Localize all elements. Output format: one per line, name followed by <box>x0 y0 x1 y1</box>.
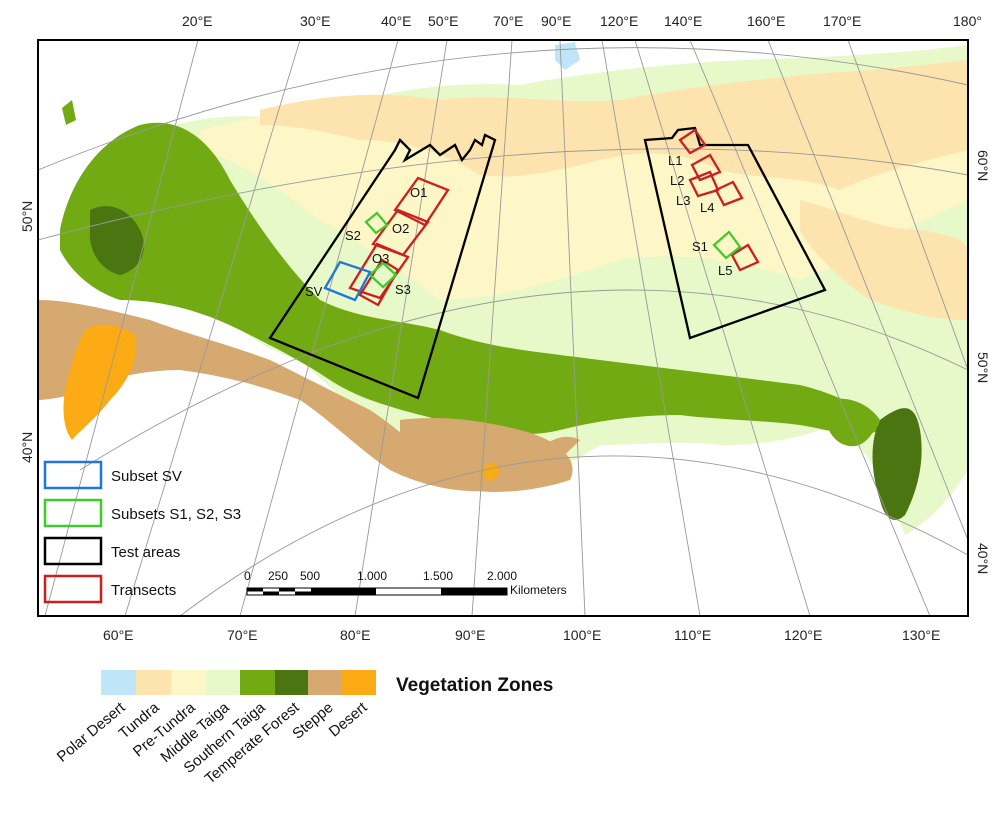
bottom-lon-label: 90°E <box>455 627 486 643</box>
zone-swatch-polar-desert <box>101 670 136 695</box>
label-o2: O2 <box>392 221 409 236</box>
land-island <box>62 100 76 125</box>
label-s2: S2 <box>345 228 361 243</box>
top-lon-label: 120°E <box>600 13 638 29</box>
left-lat-label: 50°N <box>19 201 35 232</box>
bottom-lon-label: 80°E <box>340 627 371 643</box>
label-l4: L4 <box>700 200 714 215</box>
zone-swatch-temperate-forest <box>275 670 308 695</box>
subset-s2 <box>364 211 389 235</box>
transect-o1 <box>393 176 450 227</box>
legend-label-test-areas: Test areas <box>111 544 180 561</box>
top-lon-label: 180° <box>953 13 982 29</box>
top-lon-label: 160°E <box>747 13 785 29</box>
zone-swatch-pre-tundra <box>171 670 206 695</box>
subset-sv <box>323 260 372 302</box>
transect-l4 <box>714 180 744 207</box>
zone-label: Desert <box>326 699 371 741</box>
right-lat-label: 40°N <box>975 543 991 574</box>
transects-group <box>348 128 760 307</box>
scale-tick: 250 <box>268 569 288 583</box>
legend: Subset SV Subsets S1, S2, S3 Test areas … <box>43 460 241 604</box>
land-southern-taiga-east <box>825 398 880 447</box>
scale-unit: Kilometers <box>510 583 567 597</box>
zone-swatch-southern-taiga <box>240 670 275 695</box>
label-o3: O3 <box>372 251 389 266</box>
top-lon-label: 30°E <box>300 13 331 29</box>
top-lon-label: 140°E <box>664 13 702 29</box>
top-lon-label: 20°E <box>182 13 213 29</box>
top-lon-label: 50°E <box>428 13 459 29</box>
legend-swatch-subsets <box>43 498 103 528</box>
land-temperate-forest-east <box>872 408 922 520</box>
test-area-east <box>643 126 827 340</box>
landmass <box>38 42 968 535</box>
right-lat-labels: 60°N 50°N 40°N <box>975 150 991 574</box>
top-lon-label: 40°E <box>381 13 412 29</box>
label-l2: L2 <box>670 173 684 188</box>
bottom-lon-label: 100°E <box>563 627 601 643</box>
land-southern-taiga-west <box>60 122 880 435</box>
land-desert <box>63 324 137 440</box>
scale-tick: 2.000 <box>487 569 517 583</box>
scale-tick: 0 <box>244 569 251 583</box>
zone-swatch-desert <box>342 670 376 695</box>
top-lon-label: 170°E <box>823 13 861 29</box>
transect-l5 <box>730 243 760 272</box>
right-lat-label: 60°N <box>975 150 991 181</box>
transect-l2 <box>690 153 722 182</box>
top-lon-label: 90°E <box>541 13 572 29</box>
map-frame <box>37 39 969 617</box>
label-s1: S1 <box>692 239 708 254</box>
legend-swatch-test-areas <box>43 536 103 566</box>
top-lon-labels: 20°E 30°E 40°E 50°E 70°E 90°E 120°E 140°… <box>182 13 982 29</box>
scale-bar: 0 250 500 1.000 1.500 2.000 Kilometers <box>244 569 567 597</box>
legend-swatch-transects <box>43 574 103 604</box>
legend-label-subset-sv: Subset SV <box>111 468 182 485</box>
vegetation-zones-title: Vegetation Zones <box>396 675 553 696</box>
test-area-west <box>268 133 497 400</box>
left-lat-label: 40°N <box>19 432 35 463</box>
land-steppe <box>38 300 580 492</box>
label-o1: O1 <box>410 185 427 200</box>
zone-swatch-middle-taiga <box>206 670 240 695</box>
zone-swatch-steppe <box>308 670 342 695</box>
scale-tick: 1.000 <box>357 569 387 583</box>
bottom-lon-label: 70°E <box>227 627 258 643</box>
legend-label-transects: Transects <box>111 582 176 599</box>
bottom-lon-label: 110°E <box>674 627 711 643</box>
land-desert-small <box>480 462 500 482</box>
scale-tick: 500 <box>300 569 320 583</box>
label-sv: SV <box>305 284 323 299</box>
transect-l1 <box>678 128 707 155</box>
scale-tick: 1.500 <box>423 569 453 583</box>
vegetation-legend: Vegetation Zones Polar Desert Tundra Pre… <box>54 670 553 788</box>
bottom-lon-label: 130°E <box>902 627 940 643</box>
bottom-lon-labels: 60°E 70°E 80°E 90°E 100°E 110°E 120°E 13… <box>103 627 940 643</box>
legend-swatch-subset-sv <box>43 460 103 490</box>
subsets-group <box>364 211 742 289</box>
right-lat-label: 50°N <box>975 352 991 383</box>
transect-o3 <box>348 242 410 300</box>
label-l5: L5 <box>718 263 732 278</box>
area-labels: O1 O2 O3 S2 S3 SV L1 L2 L3 L4 L5 S1 <box>305 153 732 299</box>
left-lat-labels: 50°N 40°N <box>19 201 35 463</box>
subset-s3 <box>368 261 398 289</box>
graticule <box>38 40 968 616</box>
label-l1: L1 <box>668 153 682 168</box>
label-s3: S3 <box>395 282 411 297</box>
zone-swatch-tundra <box>136 670 171 695</box>
top-lon-label: 70°E <box>493 13 524 29</box>
legend-label-subsets: Subsets S1, S2, S3 <box>111 506 241 523</box>
subset-s1 <box>712 230 742 260</box>
land-tundra <box>260 60 968 190</box>
bottom-lon-label: 60°E <box>103 627 134 643</box>
land-tundra-east <box>800 200 968 320</box>
bottom-lon-label: 120°E <box>784 627 822 643</box>
label-l3: L3 <box>676 193 690 208</box>
land-steppe-mongolia <box>400 418 573 492</box>
